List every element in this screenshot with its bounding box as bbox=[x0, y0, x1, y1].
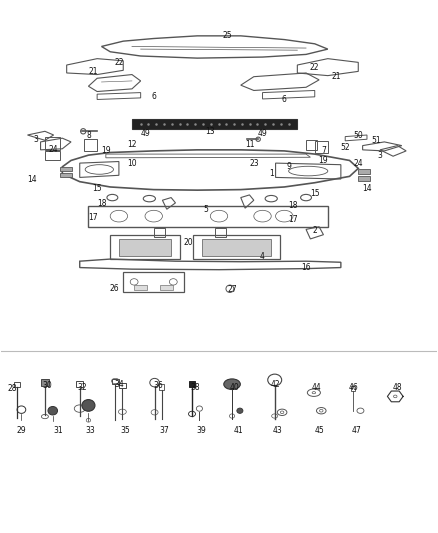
FancyBboxPatch shape bbox=[119, 239, 171, 256]
Text: 4: 4 bbox=[260, 253, 265, 262]
Text: 40: 40 bbox=[230, 383, 239, 392]
Text: 21: 21 bbox=[332, 72, 341, 81]
FancyBboxPatch shape bbox=[60, 167, 72, 171]
Text: 24: 24 bbox=[353, 159, 363, 167]
Text: 9: 9 bbox=[286, 163, 291, 171]
FancyBboxPatch shape bbox=[134, 285, 147, 290]
Text: 39: 39 bbox=[197, 426, 206, 435]
Text: 27: 27 bbox=[227, 285, 237, 294]
Text: 20: 20 bbox=[184, 238, 193, 247]
Text: 6: 6 bbox=[151, 92, 156, 101]
Text: 24: 24 bbox=[49, 146, 58, 155]
Text: 3: 3 bbox=[378, 151, 382, 160]
Text: 10: 10 bbox=[127, 159, 137, 167]
Text: 51: 51 bbox=[371, 136, 381, 145]
Text: 22: 22 bbox=[114, 58, 124, 67]
Text: 17: 17 bbox=[288, 215, 298, 224]
FancyBboxPatch shape bbox=[160, 285, 173, 290]
Text: 19: 19 bbox=[318, 156, 328, 165]
Text: 18: 18 bbox=[97, 199, 106, 208]
Text: 29: 29 bbox=[17, 426, 26, 435]
Text: 2: 2 bbox=[312, 226, 317, 235]
Text: 19: 19 bbox=[101, 147, 111, 156]
Text: 36: 36 bbox=[153, 381, 163, 390]
Text: 44: 44 bbox=[312, 383, 322, 392]
FancyBboxPatch shape bbox=[41, 379, 49, 386]
Text: 42: 42 bbox=[271, 379, 280, 389]
Text: 41: 41 bbox=[234, 426, 244, 435]
Text: 33: 33 bbox=[86, 426, 95, 435]
FancyBboxPatch shape bbox=[201, 239, 271, 256]
Text: 15: 15 bbox=[92, 183, 102, 192]
Ellipse shape bbox=[237, 408, 243, 414]
Text: 38: 38 bbox=[190, 383, 200, 392]
Text: 37: 37 bbox=[160, 426, 170, 435]
Text: 21: 21 bbox=[88, 67, 98, 76]
Text: 35: 35 bbox=[120, 426, 130, 435]
Text: 16: 16 bbox=[301, 263, 311, 272]
FancyBboxPatch shape bbox=[132, 119, 297, 128]
Text: 14: 14 bbox=[27, 174, 37, 183]
Text: 1: 1 bbox=[269, 169, 274, 178]
Text: 28: 28 bbox=[7, 384, 17, 393]
FancyBboxPatch shape bbox=[189, 381, 195, 387]
Text: 31: 31 bbox=[53, 426, 63, 435]
FancyBboxPatch shape bbox=[60, 173, 72, 177]
Text: 14: 14 bbox=[362, 183, 372, 192]
Ellipse shape bbox=[82, 400, 95, 411]
Text: 11: 11 bbox=[245, 140, 254, 149]
Ellipse shape bbox=[224, 379, 240, 390]
Text: 25: 25 bbox=[223, 31, 233, 41]
Text: 3: 3 bbox=[34, 135, 39, 144]
Text: 18: 18 bbox=[288, 201, 298, 210]
Text: 32: 32 bbox=[77, 383, 87, 392]
Text: 26: 26 bbox=[110, 284, 120, 293]
Text: 46: 46 bbox=[349, 383, 359, 392]
Text: 6: 6 bbox=[282, 95, 287, 104]
Text: 45: 45 bbox=[314, 426, 324, 435]
Text: 5: 5 bbox=[204, 205, 208, 214]
Text: 34: 34 bbox=[114, 379, 124, 389]
Text: 43: 43 bbox=[273, 426, 283, 435]
Text: 47: 47 bbox=[351, 426, 361, 435]
FancyBboxPatch shape bbox=[358, 169, 371, 174]
Text: 52: 52 bbox=[340, 143, 350, 152]
Ellipse shape bbox=[48, 407, 57, 415]
Text: 23: 23 bbox=[249, 159, 258, 167]
Text: 50: 50 bbox=[353, 131, 363, 140]
FancyBboxPatch shape bbox=[358, 176, 371, 181]
Text: 48: 48 bbox=[392, 383, 402, 392]
Text: 13: 13 bbox=[205, 127, 215, 136]
Text: 49: 49 bbox=[258, 130, 267, 139]
Text: 7: 7 bbox=[321, 147, 326, 156]
Text: 30: 30 bbox=[42, 381, 52, 390]
Text: 22: 22 bbox=[310, 63, 319, 72]
Text: 8: 8 bbox=[86, 131, 91, 140]
Text: 17: 17 bbox=[88, 213, 98, 222]
Text: 12: 12 bbox=[127, 140, 137, 149]
Text: 15: 15 bbox=[310, 189, 320, 198]
Text: 49: 49 bbox=[140, 130, 150, 139]
